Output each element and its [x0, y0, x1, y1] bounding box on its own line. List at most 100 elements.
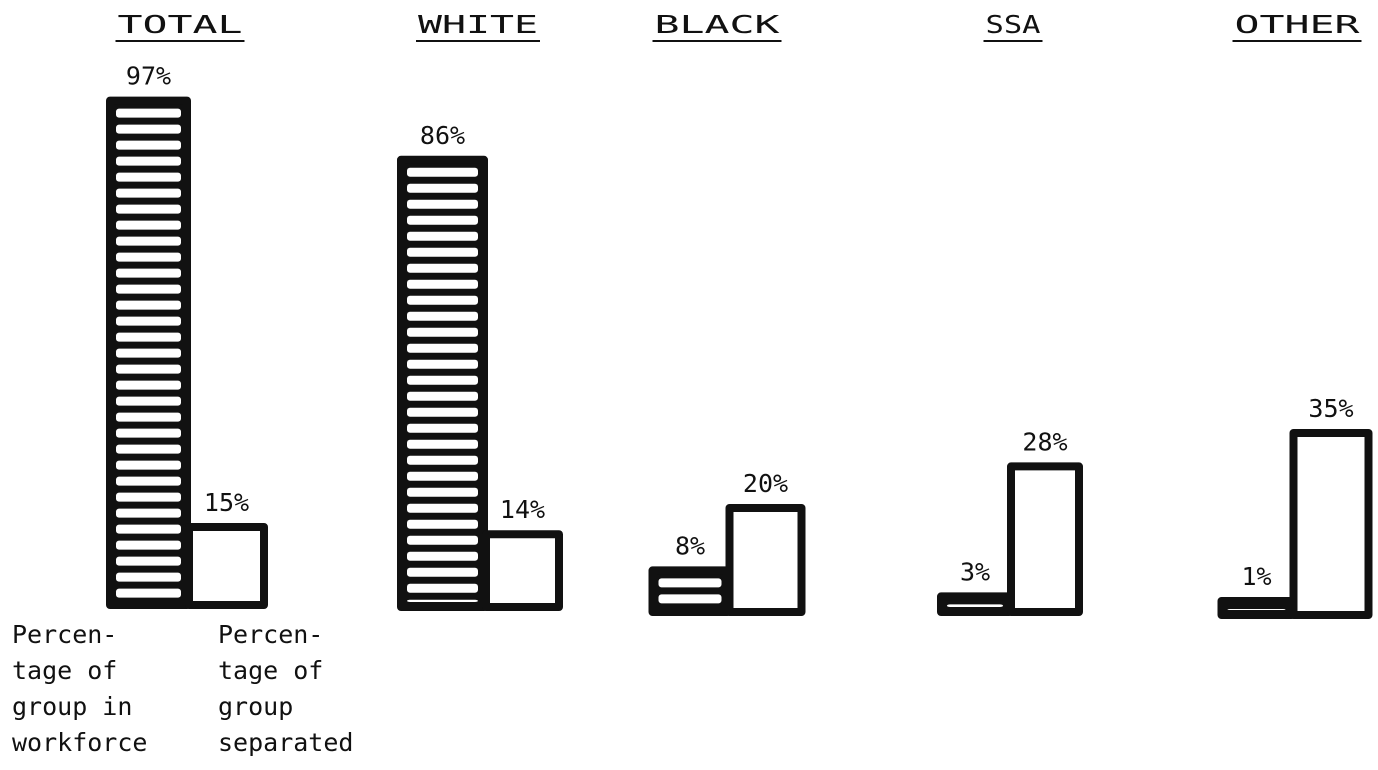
hatch-stripe — [407, 199, 478, 209]
hatch-stripe — [407, 535, 478, 545]
hatch-stripe — [407, 583, 478, 593]
value-label-workforce-black: 8% — [675, 531, 705, 560]
hatch-stripe — [116, 204, 181, 214]
category-labels: TOTAL WHITE BLACK SSA OTHER — [115, 10, 1362, 42]
bar-workforce-other — [1217, 597, 1296, 619]
hatch-stripe — [407, 183, 478, 193]
bar-separated-ssa — [1007, 462, 1083, 616]
hatch-stripe — [407, 503, 478, 513]
hatch-stripe — [116, 428, 181, 438]
bars — [106, 96, 1373, 619]
legend-separated: Percen-tage of group separated — [218, 620, 353, 757]
legend-separated-line: Percen- — [218, 620, 323, 649]
value-label-separated-other: 35% — [1308, 394, 1353, 423]
hatch-stripe — [116, 332, 181, 342]
hatch-stripe — [116, 364, 181, 374]
hatch-stripe — [116, 540, 181, 550]
legend-workforce-line: tage of — [12, 656, 117, 685]
hatch-stripe — [116, 156, 181, 166]
hatch-stripe — [116, 252, 181, 262]
category-label-white: WHITE — [418, 10, 538, 39]
bar-workforce-black — [648, 566, 732, 617]
hatch-stripe — [407, 263, 478, 273]
hatch-stripe — [116, 556, 181, 566]
hatch-stripe — [407, 295, 478, 305]
category-label-black: BLACK — [655, 10, 780, 39]
value-label-workforce-ssa: 3% — [960, 557, 990, 586]
category-label-ssa: SSA — [986, 10, 1041, 39]
hatch-stripe — [407, 327, 478, 337]
value-label-separated-white: 14% — [500, 495, 545, 524]
hatch-stripe — [116, 396, 181, 406]
hatch-stripe — [407, 311, 478, 321]
category-label-other: OTHER — [1235, 10, 1362, 39]
hatch-stripe — [116, 316, 181, 326]
hatch-stripe — [407, 391, 478, 401]
hatch-stripe — [407, 215, 478, 225]
hatch-stripe — [116, 188, 181, 198]
value-labels: 97% 15% 86% 14% 8% 20% 3% 28% 1% 35% — [126, 62, 1354, 591]
hatch-stripe — [947, 604, 1003, 607]
hatch-stripe — [116, 108, 181, 118]
value-label-workforce-other: 1% — [1241, 562, 1271, 591]
hatch-stripe — [407, 471, 478, 481]
bar-separated-other — [1289, 429, 1373, 619]
hatch-stripe — [407, 439, 478, 449]
hatch-stripe — [116, 476, 181, 486]
hatch-stripe — [116, 492, 181, 502]
bar-separated-white — [482, 530, 563, 612]
bar-separated-black — [725, 504, 806, 616]
hatch-stripe — [407, 279, 478, 289]
hatch-stripe — [116, 236, 181, 246]
hatch-stripe — [116, 220, 181, 230]
legend-separated-line: group — [218, 692, 293, 721]
hatch-stripe — [116, 524, 181, 534]
legend-workforce: Percen-tage of group in workforce — [12, 620, 147, 757]
value-label-workforce-total: 97% — [126, 62, 171, 91]
value-label-separated-ssa: 28% — [1022, 427, 1067, 456]
hatch-stripe — [407, 407, 478, 417]
hatch-stripe — [116, 572, 181, 582]
value-label-workforce-white: 86% — [420, 121, 465, 150]
hatch-stripe — [658, 594, 722, 604]
legend-workforce-line: workforce — [12, 728, 147, 757]
bar-workforce-total — [106, 96, 191, 609]
bar-workforce-body-ssa — [937, 592, 1013, 617]
hatch-stripe — [407, 375, 478, 385]
legend: Percen-tage of group in workforcePercen-ta… — [12, 620, 353, 757]
bar-workforce-body-black — [648, 566, 732, 617]
hatch-stripe — [407, 567, 478, 577]
hatch-stripe — [407, 487, 478, 497]
bar-separated-total — [185, 523, 268, 609]
hatch-stripe — [658, 578, 722, 588]
legend-separated-line: tage of — [218, 656, 323, 685]
hatch-stripe — [407, 167, 478, 177]
legend-workforce-line: Percen- — [12, 620, 117, 649]
hatch-stripe — [116, 444, 181, 454]
legend-separated-line: separated — [218, 728, 353, 757]
hatch-stripe — [407, 551, 478, 561]
hatch-stripe — [116, 124, 181, 134]
hatch-stripe — [407, 599, 478, 602]
category-label-total: TOTAL — [118, 10, 243, 39]
bar-workforce-white — [397, 155, 488, 612]
bar-workforce-body-other — [1217, 597, 1296, 619]
hatch-stripe — [116, 508, 181, 518]
hatch-stripe — [1227, 609, 1286, 610]
hatch-stripe — [116, 380, 181, 390]
hatch-stripe — [407, 359, 478, 369]
legend-workforce-line: group in — [12, 692, 132, 721]
hatch-stripe — [116, 348, 181, 358]
hatch-stripe — [407, 343, 478, 353]
value-label-separated-total: 15% — [204, 488, 249, 517]
hatch-stripe — [116, 268, 181, 278]
hatch-stripe — [116, 412, 181, 422]
bar-workforce-ssa — [937, 592, 1013, 617]
hatch-stripe — [407, 423, 478, 433]
value-label-separated-black: 20% — [743, 469, 788, 498]
hatch-stripe — [407, 519, 478, 529]
hatch-stripe — [407, 455, 478, 465]
hatch-stripe — [116, 588, 181, 598]
